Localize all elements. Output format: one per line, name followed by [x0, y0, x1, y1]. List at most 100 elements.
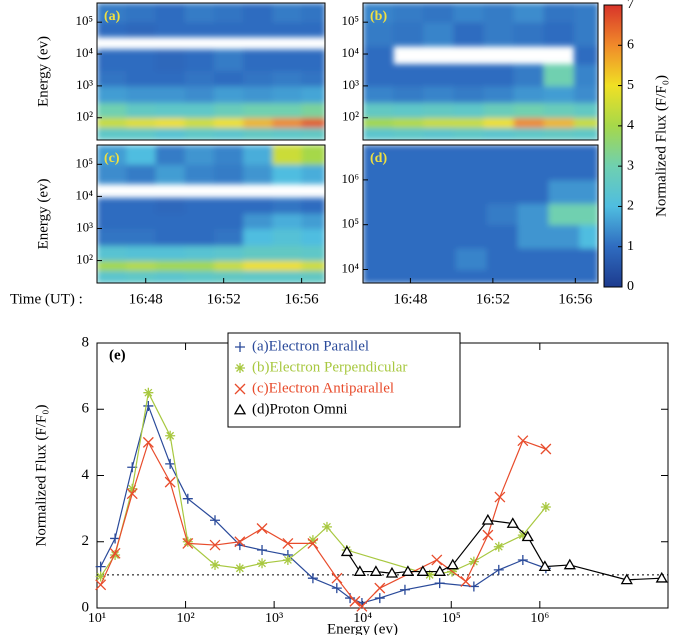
cell: [213, 117, 244, 128]
cell: [513, 85, 545, 104]
cell: [213, 270, 244, 283]
legend-marker: [235, 363, 245, 373]
cell: [243, 22, 273, 38]
cell: [393, 269, 426, 283]
legend-marker: [233, 403, 247, 415]
marker: [349, 595, 361, 607]
cell: [184, 228, 215, 246]
cell: [423, 102, 454, 119]
cell: [424, 145, 457, 181]
cell: [301, 70, 325, 87]
cell: [213, 102, 244, 119]
cell: [184, 197, 215, 214]
cell: [393, 179, 426, 204]
x-tick-label: 10⁴: [353, 611, 372, 626]
cell: [184, 270, 215, 283]
cell: [184, 127, 215, 140]
cell: [184, 22, 215, 38]
cell: [453, 85, 485, 104]
cell: [97, 102, 127, 119]
cell: [486, 145, 519, 181]
cell: [363, 224, 395, 249]
legend-label: (c)Electron Antiparallel: [252, 380, 394, 396]
marker: [460, 576, 472, 587]
cell: [423, 85, 454, 104]
marker: [517, 435, 529, 447]
cell: [517, 203, 550, 226]
marker: [307, 573, 318, 584]
cell: [272, 22, 303, 38]
cell: [455, 248, 488, 271]
y-tick-label: 10⁵: [341, 216, 359, 231]
cell: [486, 269, 519, 283]
cell: [424, 224, 457, 249]
spectrogram: [363, 3, 598, 140]
cell: [486, 248, 519, 271]
cell: [301, 164, 325, 185]
marker: [109, 547, 121, 559]
y-axis-label: Normalized Flux (F/F₀): [33, 405, 49, 547]
cell: [486, 179, 519, 204]
cell: [184, 49, 215, 72]
colorbar-tick-label: 2: [627, 199, 634, 214]
cell: [155, 245, 186, 262]
marker: [506, 517, 519, 528]
cell: [301, 228, 325, 246]
cell: [363, 45, 394, 65]
cell: [272, 70, 303, 87]
x-axis-label: Time (UT) :: [10, 291, 83, 307]
cell: [453, 127, 485, 140]
cell: [184, 145, 215, 165]
cell: [155, 228, 186, 246]
cell: [155, 22, 186, 38]
x-axis-label: Energy (ev): [327, 621, 398, 635]
marker: [521, 530, 534, 542]
cell: [126, 117, 156, 128]
marker: [431, 554, 443, 566]
cell: [213, 213, 244, 229]
cell: [155, 127, 186, 140]
cell: [393, 117, 424, 128]
panel-label: (e): [109, 347, 126, 363]
cell: [126, 145, 156, 165]
cell: [424, 203, 457, 226]
cell: [213, 127, 244, 140]
x-tick-label: 16:48: [129, 291, 163, 307]
marker: [95, 561, 106, 572]
cell: [272, 228, 303, 246]
y-tick-label: 10³: [76, 219, 93, 234]
marker: [95, 579, 107, 591]
cell: [573, 102, 598, 119]
cell: [97, 3, 127, 23]
cell: [483, 22, 515, 47]
marker: [356, 600, 368, 612]
cell: [301, 3, 325, 23]
cell: [573, 64, 598, 87]
cell: [272, 102, 303, 119]
panel-frame: [362, 144, 599, 284]
cell: [301, 117, 325, 128]
marker: [385, 566, 399, 578]
cell: [243, 228, 273, 246]
marker: [434, 578, 445, 589]
marker: [234, 536, 246, 548]
cell: [423, 127, 454, 140]
cell: [543, 22, 575, 47]
cell: [184, 85, 215, 104]
colorbar-tick-label: 0: [627, 279, 634, 294]
cell: [393, 85, 424, 104]
x-tick-label: 16:48: [393, 291, 427, 307]
cell: [126, 49, 156, 72]
cell: [213, 245, 244, 262]
cell: [155, 117, 186, 128]
cell: [272, 3, 303, 23]
panel-label: (d): [370, 151, 387, 166]
cell: [243, 270, 273, 283]
cell: [243, 164, 273, 185]
cell: [579, 269, 598, 283]
marker: [95, 571, 106, 582]
marker: [164, 476, 176, 488]
cell: [453, 102, 485, 119]
